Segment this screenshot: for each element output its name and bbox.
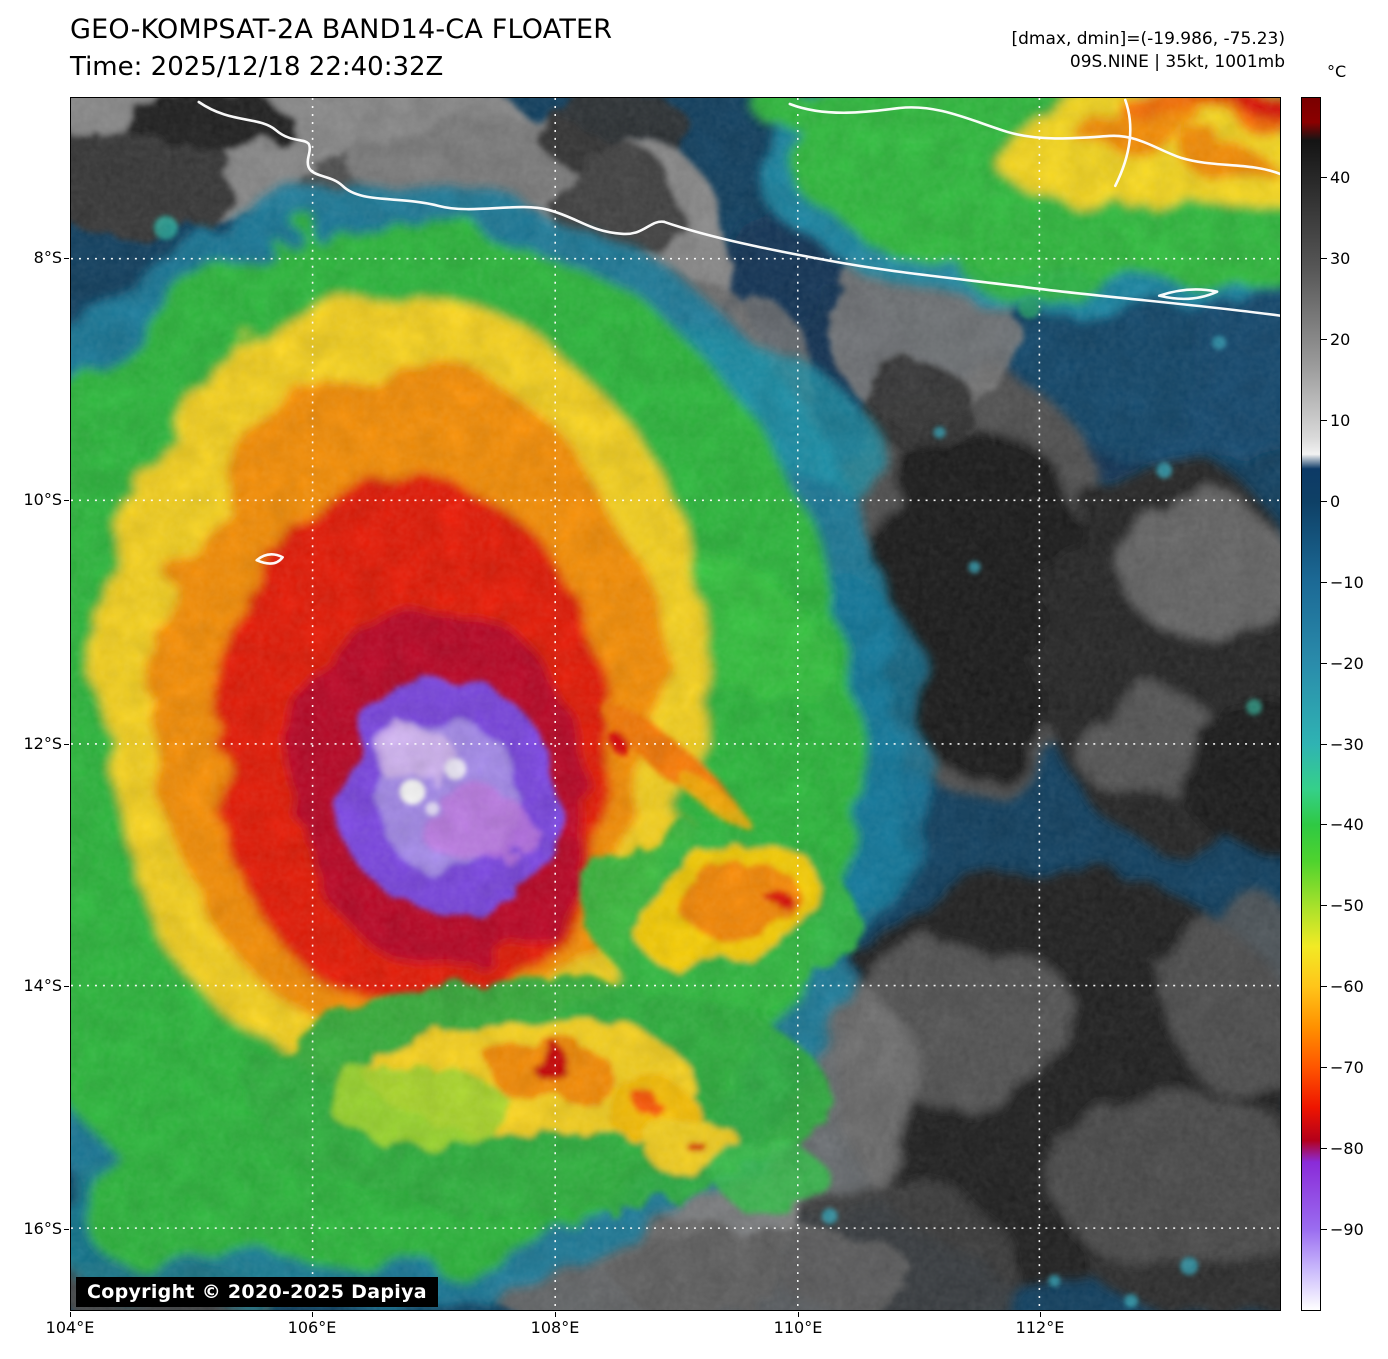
coastline (197, 98, 1280, 565)
cb-tick-n70: −70 (1321, 1058, 1364, 1077)
product-time: Time: 2025/12/18 22:40:32Z (70, 52, 444, 82)
cb-tick-10: 10 (1320, 411, 1351, 430)
lon-tick-112e: 112°E (995, 1312, 1085, 1337)
lat-tick-8s: 8°S (0, 248, 69, 268)
cb-tick-n20: −20 (1321, 654, 1364, 673)
cb-tick-30: 30 (1320, 249, 1351, 268)
temperature-colorbar (1301, 97, 1321, 1311)
colorbar-unit-label: °C (1327, 62, 1347, 81)
header-stats: [dmax, dmin]=(-19.986, -75.23) 09S.NINE … (1012, 28, 1286, 74)
cb-tick-0: 0 (1320, 492, 1341, 511)
lat-tick-14s: 14°S (0, 976, 69, 996)
lat-tick-16s: 16°S (0, 1219, 69, 1239)
cb-tick-n90: −90 (1321, 1220, 1364, 1239)
lon-tick-110e: 110°E (753, 1312, 843, 1337)
graticule (71, 98, 1280, 1310)
storm-info-readout: 09S.NINE | 35kt, 1001mb (1069, 52, 1285, 72)
cb-tick-n30: −30 (1321, 735, 1364, 754)
lat-tick-12s: 12°S (0, 734, 69, 754)
cb-tick-n50: −50 (1321, 896, 1364, 915)
product-title: GEO-KOMPSAT-2A BAND14-CA FLOATER (70, 14, 613, 45)
satellite-map: Copyright © 2020-2025 Dapiya (70, 97, 1281, 1311)
cb-tick-40: 40 (1320, 168, 1351, 187)
lon-tick-108e: 108°E (510, 1312, 600, 1337)
cb-tick-n60: −60 (1321, 977, 1364, 996)
cb-tick-n40: −40 (1321, 815, 1364, 834)
lon-tick-106e: 106°E (267, 1312, 357, 1337)
lat-tick-10s: 10°S (0, 490, 69, 510)
dmax-dmin-readout: [dmax, dmin]=(-19.986, -75.23) (1011, 29, 1286, 49)
cb-tick-n10: −10 (1321, 573, 1364, 592)
cb-tick-n80: −80 (1321, 1139, 1364, 1158)
copyright-label: Copyright © 2020-2025 Dapiya (76, 1277, 438, 1307)
satellite-ir-image (71, 98, 1280, 1310)
cb-tick-20: 20 (1320, 330, 1351, 349)
lon-tick-104e: 104°E (25, 1312, 115, 1337)
